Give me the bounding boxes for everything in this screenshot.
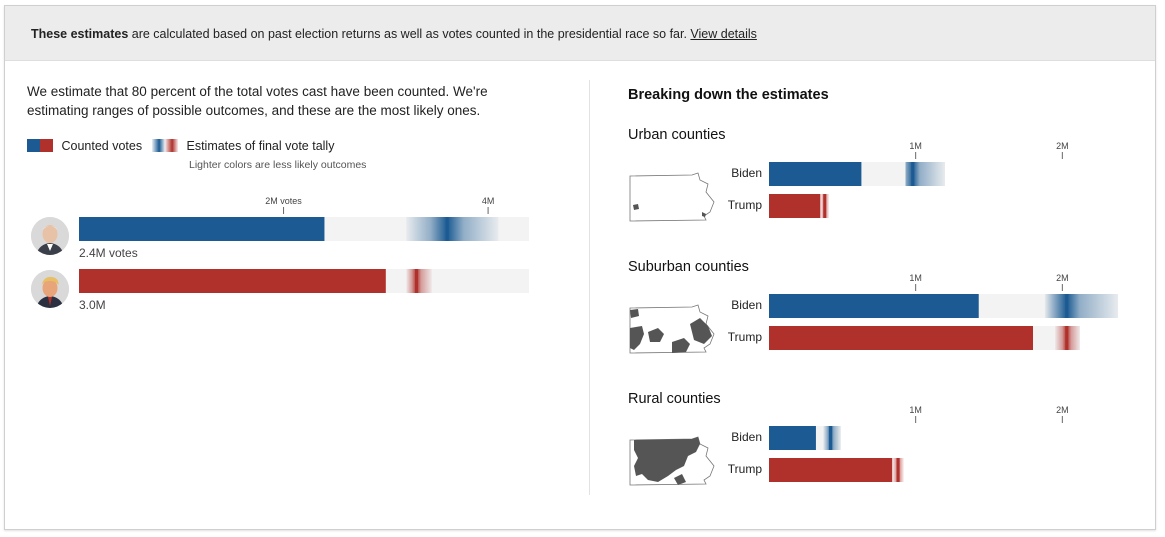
rural-biden-label: Biden [731,430,762,444]
trump-counted-label: 3.0M [79,298,106,312]
column-divider [589,80,590,495]
urban-biden-label: Biden [731,166,762,180]
biden-counted-label: 2.4M votes [79,246,138,260]
legend-note: Lighter colors are less likely outcomes [189,159,367,171]
rural-title: Rural counties [628,391,721,407]
legend-counted: Counted votes [27,139,142,153]
estimates-notice: These estimates are calculated based on … [5,6,1155,61]
intro-text: We estimate that 80 percent of the total… [27,84,488,118]
suburban-trump-label: Trump [727,330,762,344]
suburban-title: Suburban counties [628,259,749,275]
suburban-biden-label: Biden [731,298,762,312]
legend-swatch-biden-estimate [152,139,165,152]
view-details-link[interactable]: View details [690,27,757,41]
breakdown-title: Breaking down the estimates [628,87,829,103]
urban-counties-map [629,172,715,222]
legend-estimate-label: Estimates of final vote tally [186,139,335,153]
notice-text: are calculated based on past election re… [128,27,691,41]
estimates-card: These estimates are calculated based on … [4,5,1156,530]
legend-estimate: Estimates of final vote tally [152,139,334,153]
legend-swatch-trump [40,139,53,152]
urban-title: Urban counties [628,127,726,143]
legend-counted-label: Counted votes [61,139,143,153]
notice-bold: These estimates [31,27,129,41]
rural-counties-map [629,436,715,486]
biden-avatar [31,217,69,255]
rural-trump-label: Trump [727,462,762,476]
legend-swatch-biden [27,139,40,152]
trump-avatar [31,270,69,308]
suburban-counties-map [629,304,715,354]
urban-trump-label: Trump [727,198,762,212]
legend-swatch-trump-estimate [165,139,178,152]
